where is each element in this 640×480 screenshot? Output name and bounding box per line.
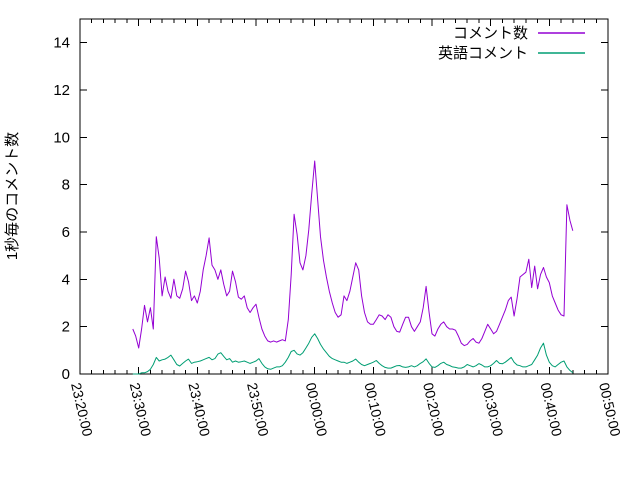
y-tick-label: 6 [62,224,70,241]
plot-border-rect [79,18,609,375]
y-tick-label: 14 [53,35,70,52]
y-tick-label: 2 [62,319,70,336]
series-line [132,160,574,349]
x-tick-label: 00:30:00 [479,381,507,438]
legend-label: 英語コメント [438,44,528,62]
series-lines [132,160,574,375]
x-tick-label: 00:20:00 [420,381,448,438]
y-tick-label: 10 [53,129,70,146]
x-tick-label: 23:50:00 [244,381,272,438]
x-tick-label: 00:40:00 [537,381,565,438]
x-tick-label: 00:50:00 [596,381,624,438]
x-tick-label: 23:20:00 [68,381,96,438]
y-axis-ticks [80,42,608,375]
x-tick-label: 23:30:00 [127,381,155,438]
plot-border [79,18,609,375]
y-tick-label: 12 [53,82,70,99]
y-tick-label: 0 [62,366,70,383]
y-tick-label: 4 [62,271,70,288]
legend-label: コメント数 [453,25,528,42]
y-tick-label: 8 [62,177,70,194]
y-axis-title: 1秒毎のコメント数 [4,132,21,260]
y-axis-tick-labels: 0 2 4 6 8 10 12 14 [53,35,70,383]
x-tick-label: 00:10:00 [361,381,389,438]
x-axis-tick-labels: 23:20:00 23:30:00 23:40:00 23:50:00 00:00:00… [68,381,624,438]
x-tick-label: 00:00:00 [303,381,331,438]
series-line [132,333,574,375]
x-axis-ticks [79,19,609,374]
x-tick-label: 23:40:00 [185,381,213,438]
